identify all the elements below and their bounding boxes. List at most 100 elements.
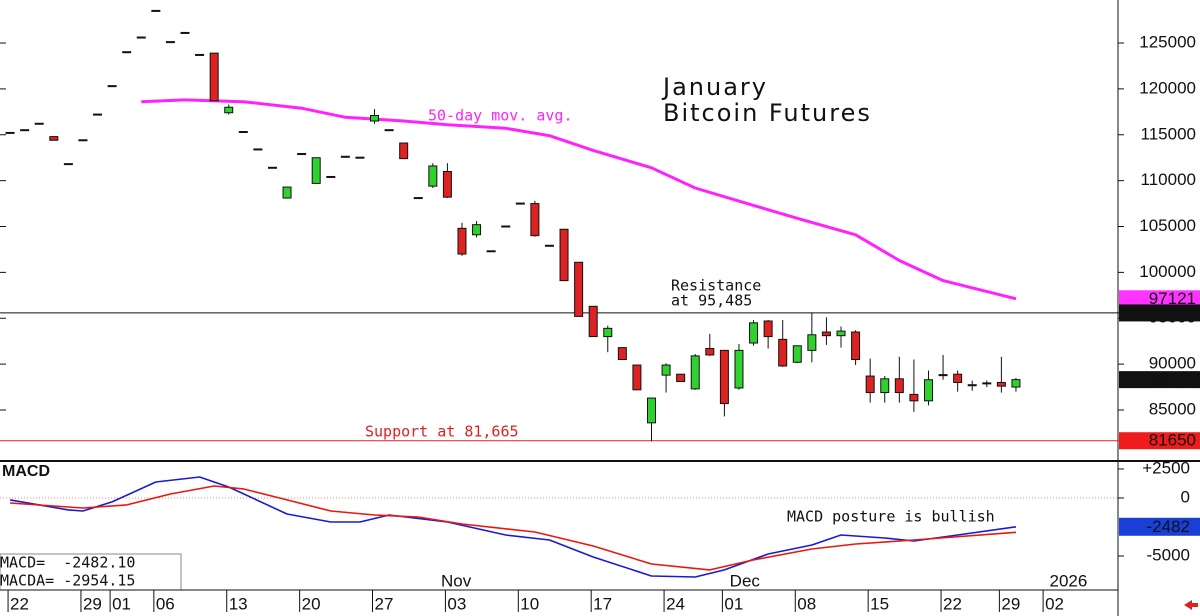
candle-body [632, 364, 642, 391]
candle-body [807, 334, 817, 351]
candle-body [224, 106, 234, 114]
candle-body [749, 322, 759, 344]
month-label: 2026 [1050, 571, 1088, 590]
y-tick-label: 85000 [1149, 399, 1196, 418]
candle-body [209, 52, 219, 102]
candle-body [705, 348, 715, 356]
readout-box [0, 553, 182, 591]
candle-body [763, 320, 773, 338]
panel-title: MACD [2, 463, 50, 480]
macd-line [9, 476, 1017, 578]
y-tick-label: -5000 [1147, 545, 1190, 564]
x-tick-label: 17 [593, 594, 612, 613]
y-tick-label: 115000 [1141, 124, 1196, 143]
price-label: 88310 [1149, 370, 1196, 389]
candle-body [530, 203, 540, 237]
candle-body [588, 305, 598, 338]
x-tick-label: 03 [447, 594, 466, 613]
x-tick-label: 27 [375, 594, 394, 613]
candle-body [559, 228, 569, 282]
annotation: MACD posture is bullish [787, 508, 995, 526]
y-tick-label: 125000 [1139, 33, 1196, 52]
chart-title: Bitcoin Futures [663, 99, 872, 127]
annotation: Support at 81,665 [365, 423, 519, 441]
x-tick-label: 08 [797, 594, 816, 613]
annotation: Resistance [671, 277, 761, 295]
y-tick-label: 120000 [1139, 78, 1196, 97]
price-label-box [1119, 371, 1200, 389]
candle-body [49, 136, 59, 141]
y-tick-label: 100000 [1139, 262, 1196, 281]
x-tick-label: 01 [112, 594, 131, 613]
candle-body [311, 157, 321, 184]
candle-body [880, 378, 890, 394]
candle-body [428, 165, 438, 187]
candle-body [953, 373, 963, 383]
candle-body [690, 355, 700, 390]
candle-body [923, 379, 933, 402]
month-label: Nov [441, 571, 472, 590]
x-tick-label: 22 [943, 594, 962, 613]
x-tick-label: 24 [666, 594, 685, 613]
candle-body [996, 381, 1006, 387]
candle-body [617, 347, 627, 361]
price-label-box [1119, 290, 1200, 308]
x-tick-label: 29 [1001, 594, 1020, 613]
price-label: 97121 [1149, 289, 1196, 308]
moving-average-line [141, 98, 1017, 301]
y-tick-label: 105000 [1139, 216, 1196, 235]
month-label: Dec [730, 571, 761, 590]
macd-line [10, 485, 1017, 571]
candle-body [282, 186, 292, 199]
candle-body [909, 393, 919, 402]
x-tick-label: 06 [156, 594, 175, 613]
chart-title: January [661, 73, 768, 101]
candle-body [457, 227, 467, 255]
x-tick-label: 20 [302, 594, 321, 613]
annotation: 50-day mov. avg. [428, 107, 573, 125]
candle-body [894, 378, 904, 394]
candle-body [399, 142, 409, 160]
x-tick-label: 29 [83, 594, 102, 613]
candle-body [851, 331, 861, 361]
candle-body [661, 364, 671, 376]
macd-label: -2482 [1147, 517, 1190, 536]
x-tick-label: 13 [229, 594, 248, 613]
candle-body [574, 261, 584, 317]
x-tick-label: 10 [520, 594, 539, 613]
candle-body [778, 338, 788, 367]
candle-body [792, 345, 802, 363]
candle-body [442, 170, 452, 198]
price-label: 95580 [1149, 303, 1196, 322]
candle-body [821, 331, 831, 337]
candle-body [370, 115, 380, 122]
arrow-icon [1184, 600, 1198, 610]
readout: MACDA= -2954.15 [0, 572, 135, 590]
candle-body [603, 327, 613, 338]
candle-body [836, 330, 846, 337]
y-tick-label: +2500 [1142, 458, 1190, 477]
y-tick-label: 0 [1181, 487, 1190, 506]
x-tick-label: 01 [724, 594, 743, 613]
annotation: at 95,485 [671, 292, 752, 310]
price-label-box [1119, 432, 1200, 450]
candle-body [646, 397, 656, 424]
candle-body [719, 349, 729, 405]
candle-body [472, 224, 482, 236]
y-tick-label: 110000 [1141, 170, 1196, 189]
price-label: 81650 [1149, 431, 1196, 450]
macd-label-box [1119, 517, 1200, 536]
x-tick-label: 02 [1045, 594, 1064, 613]
price-label-box [1119, 304, 1200, 322]
readout: MACD= -2482.10 [0, 554, 135, 572]
candle-body [1011, 379, 1021, 388]
candle-body [734, 349, 744, 389]
y-tick-label: 90000 [1149, 354, 1196, 373]
candle-body [865, 375, 875, 394]
candle-body [676, 373, 686, 383]
x-tick-label: 15 [870, 594, 889, 613]
x-tick-label: 22 [10, 594, 29, 613]
